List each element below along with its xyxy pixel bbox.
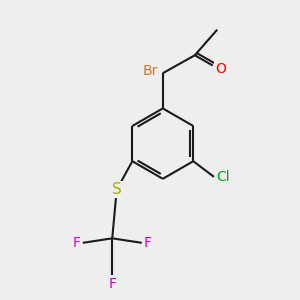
Text: Cl: Cl <box>216 170 230 184</box>
Text: F: F <box>73 236 81 250</box>
Text: Br: Br <box>142 64 158 78</box>
Text: F: F <box>108 277 116 291</box>
Text: F: F <box>144 236 152 250</box>
Text: O: O <box>215 62 226 76</box>
Text: S: S <box>112 182 122 197</box>
